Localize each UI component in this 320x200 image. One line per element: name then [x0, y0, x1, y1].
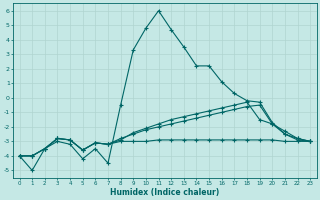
X-axis label: Humidex (Indice chaleur): Humidex (Indice chaleur) [110, 188, 220, 197]
